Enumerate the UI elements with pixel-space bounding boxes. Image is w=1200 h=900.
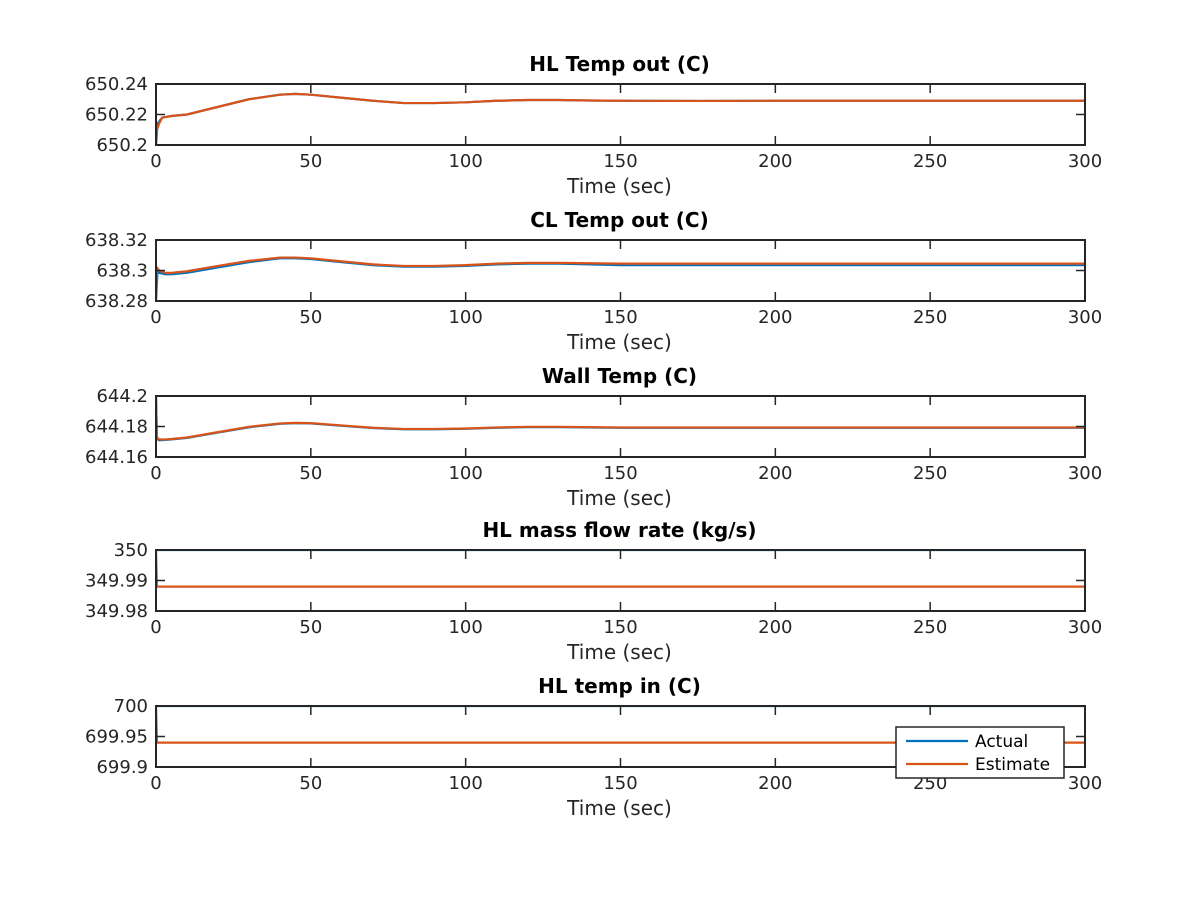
x-tick-label: 50 bbox=[299, 773, 322, 794]
x-tick-label: 0 bbox=[150, 773, 161, 794]
x-tick-label: 250 bbox=[913, 151, 947, 172]
legend-label-actual: Actual bbox=[975, 732, 1028, 752]
subplot-1: 0 50 100 150 200 250 300 650.2 650.22 650.24 HL Te… bbox=[85, 52, 1102, 198]
axes-background bbox=[156, 550, 1085, 611]
x-tick-label: 50 bbox=[299, 617, 322, 638]
y-tick-label: 644.18 bbox=[85, 417, 148, 438]
x-tick-label: 200 bbox=[758, 463, 792, 484]
x-tick-label: 300 bbox=[1068, 463, 1102, 484]
x-tick-label: 250 bbox=[913, 617, 947, 638]
subplot-2: 0 50 100 150 200 250 300 638.28 638.3 638.32 CL Te… bbox=[85, 208, 1102, 354]
x-axis-label: Time (sec) bbox=[566, 486, 672, 510]
x-tick-label: 300 bbox=[1068, 307, 1102, 328]
x-tick-label: 150 bbox=[603, 617, 637, 638]
x-tick-label: 100 bbox=[448, 773, 482, 794]
subplot-title: HL mass flow rate (kg/s) bbox=[482, 518, 756, 542]
x-tick-label: 200 bbox=[758, 307, 792, 328]
x-tick-label: 150 bbox=[603, 307, 637, 328]
x-tick-label: 0 bbox=[150, 151, 161, 172]
subplot-title: CL Temp out (C) bbox=[530, 208, 709, 232]
x-tick-label: 50 bbox=[299, 151, 322, 172]
x-tick-label: 100 bbox=[448, 463, 482, 484]
y-tick-label: 350 bbox=[114, 540, 148, 561]
y-tick-label: 349.98 bbox=[85, 601, 148, 622]
y-tick-label: 638.3 bbox=[96, 261, 148, 282]
axes-background bbox=[156, 240, 1085, 301]
subplot-4: 0 50 100 150 200 250 300 349.98 349.99 350 HL mass… bbox=[85, 518, 1102, 664]
y-tick-label: 699.9 bbox=[96, 757, 148, 778]
y-tick-label: 699.95 bbox=[85, 727, 148, 748]
x-tick-label: 150 bbox=[603, 151, 637, 172]
x-tick-label: 0 bbox=[150, 463, 161, 484]
x-tick-label: 150 bbox=[603, 773, 637, 794]
y-tick-label: 349.99 bbox=[85, 571, 148, 592]
x-tick-label: 250 bbox=[913, 463, 947, 484]
subplot-title: HL temp in (C) bbox=[538, 674, 701, 698]
x-tick-label: 300 bbox=[1068, 617, 1102, 638]
x-axis-label: Time (sec) bbox=[566, 796, 672, 820]
y-tick-label: 650.2 bbox=[96, 135, 148, 156]
y-tick-label: 638.28 bbox=[85, 291, 148, 312]
x-tick-label: 0 bbox=[150, 307, 161, 328]
series-line-estimate bbox=[155, 256, 1085, 302]
x-tick-label: 150 bbox=[603, 463, 637, 484]
x-tick-label: 0 bbox=[150, 617, 161, 638]
y-tick-label: 650.22 bbox=[85, 105, 148, 126]
x-axis-label: Time (sec) bbox=[566, 174, 672, 198]
legend-label-estimate: Estimate bbox=[975, 755, 1050, 775]
subplot-3: 0 50 100 150 200 250 300 644.16 644.18 644.2 Wall … bbox=[85, 364, 1102, 510]
x-tick-label: 200 bbox=[758, 151, 792, 172]
x-tick-label: 50 bbox=[299, 307, 322, 328]
x-axis-label: Time (sec) bbox=[566, 330, 672, 354]
x-tick-label: 100 bbox=[448, 307, 482, 328]
x-tick-label: 300 bbox=[1068, 151, 1102, 172]
legend-box bbox=[895, 726, 1065, 779]
x-tick-label: 100 bbox=[448, 617, 482, 638]
x-tick-label: 100 bbox=[448, 151, 482, 172]
x-tick-label: 200 bbox=[758, 617, 792, 638]
x-tick-label: 50 bbox=[299, 463, 322, 484]
x-axis-label: Time (sec) bbox=[566, 640, 672, 664]
y-tick-label: 644.2 bbox=[96, 386, 148, 407]
x-tick-label: 200 bbox=[758, 773, 792, 794]
y-tick-label: 638.32 bbox=[85, 230, 148, 251]
y-tick-label: 644.16 bbox=[85, 447, 148, 468]
series-line-estimate bbox=[155, 395, 1085, 441]
y-tick-label: 700 bbox=[114, 696, 148, 717]
y-tick-label: 650.24 bbox=[85, 74, 148, 95]
subplot-title: HL Temp out (C) bbox=[529, 52, 710, 76]
subplot-title: Wall Temp (C) bbox=[542, 364, 697, 388]
series-line-estimate bbox=[155, 92, 1085, 146]
x-tick-label: 300 bbox=[1068, 773, 1102, 794]
legend: Actual Estimate bbox=[895, 726, 1065, 779]
x-tick-label: 250 bbox=[913, 307, 947, 328]
